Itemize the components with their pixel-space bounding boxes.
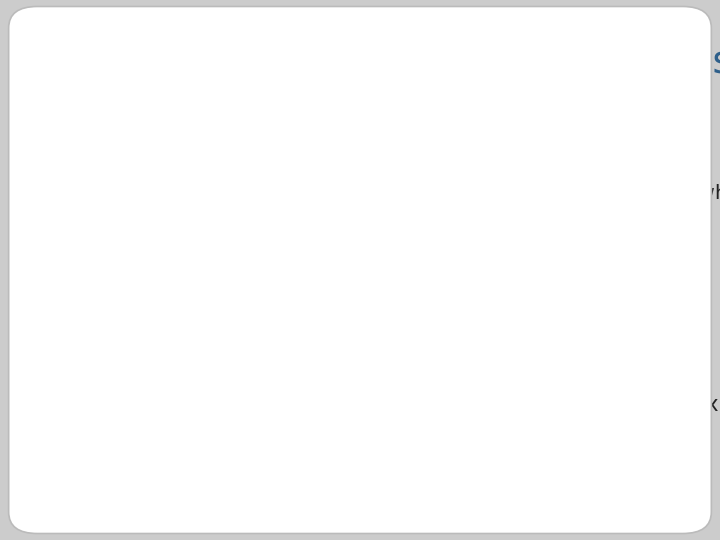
- Text: Transmitted through an antenna: Transmitted through an antenna: [59, 143, 387, 162]
- Text: s(t) = A(t)cos(2πf(t)t + φ(t)): s(t) = A(t)cos(2πf(t)t + φ(t)): [215, 294, 505, 314]
- Text: Parameters of a wave (e.g, a sine function): Parameters of a wave (e.g, a sine functi…: [59, 235, 495, 254]
- Text: Parameters: amplitude A(t), frequency f(t), phase φ(t): Parameters: amplitude A(t), frequency f(…: [107, 346, 539, 361]
- Text: Manipulating these three parameters allows the sender to express
data; receiver : Manipulating these three parameters allo…: [59, 395, 720, 443]
- Text: Transmiting data using radio waves: Transmiting data using radio waves: [43, 43, 720, 81]
- Text: Produced by a resonating circuit (e.g., LC): Produced by a resonating circuit (e.g., …: [59, 108, 483, 127]
- Text: Basics: transmitter can send a radio wave, receiver can detect whether
such a wa: Basics: transmitter can send a radio wav…: [59, 184, 720, 229]
- Text: 22: 22: [657, 496, 680, 514]
- Circle shape: [641, 484, 696, 525]
